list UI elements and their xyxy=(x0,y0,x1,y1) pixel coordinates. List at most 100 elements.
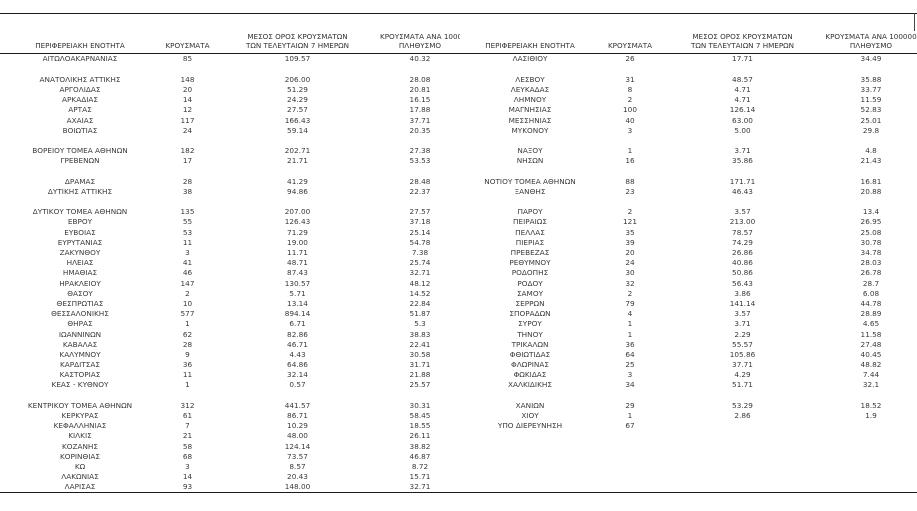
per100k-value-cell: 11.58 xyxy=(860,330,882,338)
cases-value-cell: 182 xyxy=(180,147,195,155)
region-name-cell: ΧΙΟΥ xyxy=(521,412,539,420)
per100k-value-cell: 20.88 xyxy=(860,187,882,196)
table-row: ΠΙΕΡΙΑΣ 39 74.29 30.78 xyxy=(460,237,917,247)
region-name-cell: ΦΩΚΙΔΑΣ xyxy=(513,371,547,379)
table-row: ΚΑΣΤΟΡΙΑΣ 11 32.14 21.88 xyxy=(0,370,460,380)
cases-value-cell: 16 xyxy=(625,157,635,165)
per100k-value-cell: 11.59 xyxy=(860,96,882,104)
column-header-per-100k-line2: ΠΛΗΘΥΣΜΟ xyxy=(849,41,893,50)
avg7-value-cell: 37.71 xyxy=(732,361,753,369)
region-name-cell: ΗΜΑΘΙΑΣ xyxy=(62,269,98,277)
bottom-border-line xyxy=(0,492,917,493)
table-row: ΜΥΚΟΝΟΥ 3 5.00 29.8 xyxy=(460,125,917,135)
table-row: ΑΡΓΟΛΙΔΑΣ 20 51.29 20.81 xyxy=(0,85,460,95)
table-row: ΠΡΕΒΕΖΑΣ 20 26.86 34.78 xyxy=(460,248,917,258)
region-name-cell: ΙΩΑΝΝΙΝΩΝ xyxy=(58,330,102,338)
avg7-value-cell: 3.71 xyxy=(734,147,751,155)
avg7-value-cell: 35.86 xyxy=(732,157,753,165)
region-name-cell: ΣΑΜΟΥ xyxy=(516,289,544,298)
per100k-value-cell: 52.83 xyxy=(860,106,882,114)
table-row: ΦΘΙΩΤΙΔΑΣ 64 105.86 40.45 xyxy=(460,349,917,359)
region-name-cell: ΠΕΙΡΑΙΩΣ xyxy=(513,218,547,226)
cases-value-cell: 62 xyxy=(182,330,193,338)
avg7-value-cell: 5.71 xyxy=(289,289,306,298)
cases-value-cell: 64 xyxy=(625,350,635,359)
region-name-cell: ΕΥΡΥΤΑΝΙΑΣ xyxy=(57,238,103,247)
cases-value-cell: 17 xyxy=(182,157,193,165)
avg7-value-cell: 126.43 xyxy=(284,218,311,226)
cases-value-cell: 67 xyxy=(625,422,635,430)
cases-value-cell: 38 xyxy=(182,187,193,196)
per100k-value-cell: 48.12 xyxy=(409,279,431,287)
column-header-per-100k: ΚΡΟΥΣΜΑΤΑ ΑΝΑ 100000 ΠΛΗΘΥΣΜΟ xyxy=(380,32,460,50)
region-name-cell: ΚΕΝΤΡΙΚΟΥ ΤΟΜΕΑ ΑΘΗΝΩΝ xyxy=(27,401,133,410)
avg7-value-cell: 141.14 xyxy=(729,299,756,308)
per100k-value-cell: 26.78 xyxy=(860,269,882,277)
per100k-value-cell: 51.87 xyxy=(409,310,431,318)
region-name-cell: ΚΑΡΔΙΤΣΑΣ xyxy=(60,361,100,369)
column-header-per-100k-line1: ΚΡΟΥΣΜΑΤΑ ΑΝΑ 100000 xyxy=(380,32,460,41)
cases-value-cell: 14 xyxy=(182,96,193,104)
column-header-region: ΠΕΡΙΦΕΡΕΙΑΚΗ ΕΝΟΤΗΤΑ xyxy=(35,41,125,50)
region-name-cell: ΚΑΣΤΟΡΙΑΣ xyxy=(59,371,101,379)
table-row: ΚΟΡΙΝΘΙΑΣ 68 73.57 46.87 xyxy=(0,451,460,461)
region-name-cell: ΣΥΡΟΥ xyxy=(518,320,542,328)
region-name-cell: ΡΟΔΟΥ xyxy=(517,279,543,287)
cases-value-cell: 1 xyxy=(627,320,633,328)
cases-value-cell: 32 xyxy=(625,279,635,287)
table-row: ΔΥΤΙΚΗΣ ΑΤΤΙΚΗΣ 38 94.86 22.37 xyxy=(0,186,460,196)
column-header-per-100k: ΚΡΟΥΣΜΑΤΑ ΑΝΑ 100000 ΠΛΗΘΥΣΜΟ xyxy=(825,32,917,50)
table-row: ΛΗΜΝΟΥ 2 4.71 11.59 xyxy=(460,95,917,105)
table-row: ΒΟΙΩΤΙΑΣ 24 59.14 20.35 xyxy=(0,125,460,135)
avg7-value-cell: 8.57 xyxy=(289,462,306,471)
cases-value-cell: 2 xyxy=(185,289,190,298)
region-name-cell: ΦΛΩΡΙΝΑΣ xyxy=(511,361,549,369)
region-name-cell: ΝΟΤΙΟΥ ΤΟΜΕΑ ΑΘΗΝΩΝ xyxy=(484,177,576,185)
column-header-7day-average-line2: ΤΩΝ ΤΕΛΕΥΤΑΙΩΝ 7 ΗΜΕΡΩΝ xyxy=(245,41,350,50)
column-header-per-100k-line2: ΠΛΗΘΥΣΜΟ xyxy=(398,41,442,50)
table-row: ΘΗΡΑΣ 1 6.71 5.3 xyxy=(0,319,460,329)
avg7-value-cell: 82.86 xyxy=(287,330,308,338)
avg7-value-cell: 3.71 xyxy=(734,320,751,328)
region-name-cell: ΕΥΒΟΙΑΣ xyxy=(64,228,96,236)
table-row: ΚΑΡΔΙΤΣΑΣ 36 64.86 31.71 xyxy=(0,360,460,370)
per100k-value-cell: 58.45 xyxy=(409,412,431,420)
table-row: ΞΑΝΘΗΣ 23 46.43 20.88 xyxy=(460,186,917,196)
region-name-cell: ΚΟΡΙΝΘΙΑΣ xyxy=(59,452,101,461)
per100k-value-cell: 28.7 xyxy=(862,279,880,287)
avg7-value-cell: 24.29 xyxy=(287,96,308,104)
cases-value-cell: 577 xyxy=(180,310,195,318)
region-name-cell: ΛΑΡΙΣΑΣ xyxy=(64,483,96,491)
cases-value-cell: 10 xyxy=(182,299,193,308)
per100k-value-cell: 7.44 xyxy=(862,371,880,379)
cases-value-cell: 85 xyxy=(182,55,193,63)
avg7-value-cell: 64.86 xyxy=(287,361,308,369)
avg7-value-cell: 55.57 xyxy=(732,340,753,348)
avg7-value-cell: 202.71 xyxy=(284,147,311,155)
cases-value-cell: 61 xyxy=(182,412,193,420)
region-name-cell: ΣΠΟΡΑΔΩΝ xyxy=(509,310,551,318)
region-name-cell: ΛΗΜΝΟΥ xyxy=(513,96,547,104)
region-name-cell: ΑΡΚΑΔΙΑΣ xyxy=(62,96,98,104)
region-name-cell: ΛΑΚΩΝΙΑΣ xyxy=(61,473,99,481)
table-row: ΛΕΥΚΑΔΑΣ 8 4.71 33.77 xyxy=(460,85,917,95)
column-header-7day-average-line2: ΤΩΝ ΤΕΛΕΥΤΑΙΩΝ 7 ΗΜΕΡΩΝ xyxy=(690,41,795,50)
region-name-cell: ΡΟΔΟΠΗΣ xyxy=(511,269,549,277)
per100k-value-cell: 44.78 xyxy=(860,299,882,308)
per100k-value-cell: 27.57 xyxy=(409,208,431,216)
table-row: ΔΡΑΜΑΣ 28 41.29 28.48 xyxy=(0,176,460,186)
per100k-value-cell: 37.18 xyxy=(409,218,431,226)
region-name-cell: ΠΕΛΛΑΣ xyxy=(515,228,545,236)
cases-value-cell: 53 xyxy=(182,228,193,236)
table-row: ΓΡΕΒΕΝΩΝ 17 21.71 53.53 xyxy=(0,156,460,166)
cases-value-cell: 121 xyxy=(623,218,637,226)
per100k-value-cell: 38.82 xyxy=(409,442,431,450)
avg7-value-cell: 19.00 xyxy=(287,238,308,247)
cases-value-cell: 36 xyxy=(182,361,193,369)
avg7-value-cell: 894.14 xyxy=(284,310,311,318)
avg7-value-cell: 26.86 xyxy=(732,249,753,257)
region-name-cell: ΠΑΡΟΥ xyxy=(517,208,543,216)
table-row: ΚΕΡΚΥΡΑΣ 61 86.71 58.45 xyxy=(0,411,460,421)
cases-value-cell: 58 xyxy=(182,442,193,450)
table-header-row: ΠΕΡΙΦΕΡΕΙΑΚΗ ΕΝΟΤΗΤΑ ΚΡΟΥΣΜΑΤΑ ΜΕΣΟΣ ΟΡΟ… xyxy=(460,13,917,53)
